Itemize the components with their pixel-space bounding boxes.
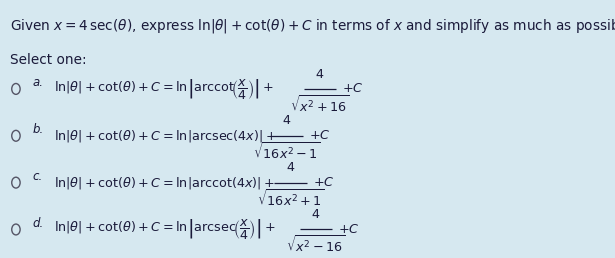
Text: 4: 4: [311, 208, 319, 221]
Text: 4: 4: [282, 115, 290, 127]
Text: $\ln|\theta| + \cot(\theta) + C = \ln\!\left|\mathrm{arcsec}\!\left(\dfrac{x}{4}: $\ln|\theta| + \cot(\theta) + C = \ln\!\…: [54, 217, 276, 241]
Text: d.: d.: [33, 217, 44, 230]
Text: $\sqrt{x^2 + 16}$: $\sqrt{x^2 + 16}$: [290, 94, 350, 116]
Text: $\sqrt{x^2 - 16}$: $\sqrt{x^2 - 16}$: [286, 235, 346, 256]
Text: $+ C$: $+ C$: [343, 82, 364, 95]
Text: $\ln|\theta| + \cot(\theta) + C = \ln|\mathrm{arcsec}(4x)| +$: $\ln|\theta| + \cot(\theta) + C = \ln|\m…: [54, 128, 276, 144]
Text: Select one:: Select one:: [10, 53, 86, 67]
Text: c.: c.: [33, 170, 42, 183]
Text: a.: a.: [33, 76, 43, 89]
Text: 4: 4: [286, 161, 294, 174]
Text: $+ C$: $+ C$: [313, 176, 335, 189]
Text: Given $x = 4\,\sec(\theta)$, express $\ln|\theta| + \cot(\theta) + C$ in terms o: Given $x = 4\,\sec(\theta)$, express $\l…: [10, 18, 615, 35]
Text: $+ C$: $+ C$: [309, 129, 331, 142]
Text: b.: b.: [33, 123, 44, 136]
Text: $\ln|\theta| + \cot(\theta) + C = \ln\!\left|\mathrm{arccot}\!\left(\dfrac{x}{4}: $\ln|\theta| + \cot(\theta) + C = \ln\!\…: [54, 77, 274, 101]
Text: $\ln|\theta| + \cot(\theta) + C = \ln|\mathrm{arccot}(4x)| +$: $\ln|\theta| + \cot(\theta) + C = \ln|\m…: [54, 175, 275, 191]
Text: $\sqrt{16x^2 + 1}$: $\sqrt{16x^2 + 1}$: [256, 188, 324, 209]
Text: $+ C$: $+ C$: [338, 223, 360, 236]
Text: 4: 4: [315, 68, 323, 81]
Text: $\sqrt{16x^2 - 1}$: $\sqrt{16x^2 - 1}$: [253, 141, 320, 163]
